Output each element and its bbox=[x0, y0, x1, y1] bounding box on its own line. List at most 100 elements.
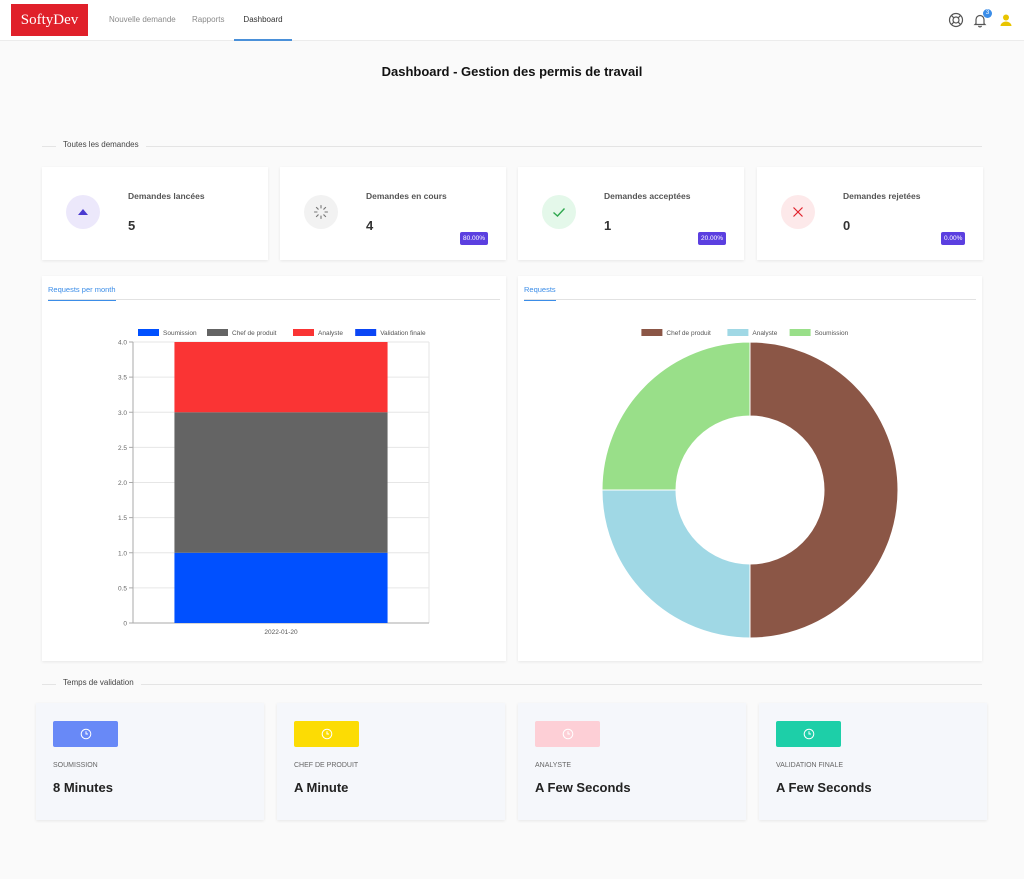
legend-item[interactable]: Analyste bbox=[293, 329, 343, 337]
y-tick-label: 1.5 bbox=[118, 515, 127, 522]
bar-chart: Soumission Chef de produit Analyste Validat… bbox=[118, 329, 430, 636]
tab-requests-per-month[interactable]: Requests per month bbox=[48, 285, 116, 301]
time-icon-box bbox=[535, 721, 600, 747]
legend-swatch bbox=[207, 329, 228, 336]
spinner-icon bbox=[313, 204, 329, 220]
legend-label: Chef de produit bbox=[232, 330, 277, 337]
clock-icon bbox=[803, 728, 815, 740]
legend-item[interactable]: Soumission bbox=[138, 329, 197, 337]
stat-title: Demandes en cours bbox=[366, 191, 447, 201]
nav-link-dashboard[interactable]: Dashboard bbox=[234, 0, 292, 41]
legend-label: Soumission bbox=[163, 330, 197, 337]
y-tick-label: 3.0 bbox=[118, 410, 127, 417]
logo[interactable]: SoftyDev bbox=[11, 4, 88, 36]
close-icon bbox=[793, 207, 803, 217]
time-card-soumission: Soumission 8 Minutes bbox=[36, 703, 264, 820]
stat-value: 0 bbox=[843, 218, 851, 233]
legend-item[interactable]: Chef de produit bbox=[641, 329, 711, 337]
nav-link-nouvelle-demande[interactable]: Nouvelle demande bbox=[109, 15, 176, 24]
legend-item[interactable]: Analyste bbox=[727, 329, 778, 337]
stat-icon-wrap bbox=[781, 195, 815, 229]
legend-label: Chef de produit bbox=[666, 330, 711, 337]
stat-value: 5 bbox=[128, 218, 136, 233]
page-title: Dashboard - Gestion des permis de travai… bbox=[381, 64, 643, 79]
section-header-demandes: Toutes les demandes bbox=[42, 140, 982, 152]
clock-icon bbox=[562, 728, 574, 740]
legend-swatch bbox=[641, 329, 663, 336]
help-lifebuoy-icon[interactable] bbox=[948, 12, 964, 28]
tab-requests[interactable]: Requests bbox=[524, 285, 556, 301]
legend-item[interactable]: Chef de produit bbox=[207, 329, 277, 337]
stat-icon-wrap bbox=[542, 195, 576, 229]
legend-item[interactable]: Validation finale bbox=[355, 329, 426, 337]
percentage-badge: 80.00% bbox=[460, 232, 489, 245]
stat-icon-wrap bbox=[304, 195, 338, 229]
nav-link-rapports[interactable]: Rapports bbox=[192, 15, 225, 24]
legend-label: Validation finale bbox=[380, 330, 426, 337]
time-value: A Minute bbox=[294, 780, 349, 795]
legend-label: Analyste bbox=[318, 330, 343, 337]
time-card-validation-finale: Validation finale A Few Seconds bbox=[759, 703, 987, 820]
triangle-up-icon bbox=[78, 209, 88, 215]
user-icon[interactable] bbox=[998, 12, 1014, 28]
y-tick-label: 2.5 bbox=[118, 445, 127, 452]
legend-label: Analyste bbox=[752, 330, 777, 337]
top-navbar: SoftyDev Nouvelle demande Rapports Dashb… bbox=[0, 0, 1024, 41]
stat-title: Demandes acceptées bbox=[604, 191, 691, 201]
percentage-badge: 0.00% bbox=[941, 232, 966, 245]
time-value: A Few Seconds bbox=[776, 780, 872, 795]
stat-card-acceptees: Demandes acceptées 1 20.00% bbox=[518, 167, 744, 260]
y-tick-label: 4.0 bbox=[118, 340, 127, 347]
y-tick-label: 0 bbox=[123, 621, 127, 628]
bar-chart-card: Requests per month Soumission Chef de pro… bbox=[42, 276, 506, 661]
time-label: Chef de produit bbox=[294, 762, 359, 769]
time-value: 8 Minutes bbox=[53, 780, 113, 795]
donut-slice[interactable] bbox=[601, 489, 751, 639]
time-label: Soumission bbox=[53, 762, 98, 769]
donut-chart: Chef de produit Analyste Soumission bbox=[601, 329, 899, 639]
donut-chart-card: Requests Chef de produit Analyste Soumissi… bbox=[518, 276, 982, 661]
clock-icon bbox=[321, 728, 333, 740]
time-icon-box bbox=[53, 721, 118, 747]
section-header-temps: Temps de validation bbox=[42, 678, 982, 690]
bell-icon[interactable] bbox=[972, 12, 988, 28]
legend-swatch bbox=[138, 329, 159, 336]
y-tick-label: 0.5 bbox=[118, 585, 127, 592]
legend-swatch bbox=[355, 329, 377, 336]
time-card-chef-de-produit: Chef de produit A Minute bbox=[277, 703, 505, 820]
legend-swatch bbox=[789, 329, 811, 336]
clock-icon bbox=[80, 728, 92, 740]
legend-swatch bbox=[293, 329, 314, 336]
time-icon-box bbox=[776, 721, 841, 747]
notification-badge: 3 bbox=[983, 9, 992, 18]
section-title: Toutes les demandes bbox=[56, 140, 146, 149]
stat-title: Demandes rejetées bbox=[843, 191, 921, 201]
y-tick-label: 3.5 bbox=[118, 375, 127, 382]
stat-value: 4 bbox=[366, 218, 374, 233]
time-value: A Few Seconds bbox=[535, 780, 631, 795]
percentage-badge: 20.00% bbox=[698, 232, 727, 245]
donut-slice[interactable] bbox=[601, 341, 751, 491]
bar-segment[interactable] bbox=[174, 342, 388, 413]
stat-title: Demandes lancées bbox=[128, 191, 205, 201]
stat-icon-wrap bbox=[66, 195, 100, 229]
stat-value: 1 bbox=[604, 218, 612, 233]
stat-card-lancees: Demandes lancées 5 bbox=[42, 167, 268, 260]
y-tick-label: 2.0 bbox=[118, 480, 127, 487]
legend-swatch bbox=[727, 329, 749, 336]
time-icon-box bbox=[294, 721, 359, 747]
x-tick-label: 2022-01-20 bbox=[264, 629, 298, 636]
bar-segment[interactable] bbox=[174, 552, 388, 623]
legend-label: Soumission bbox=[815, 330, 849, 337]
y-tick-label: 1.0 bbox=[118, 550, 127, 557]
stat-card-en-cours: Demandes en cours 4 80.00% bbox=[280, 167, 506, 260]
time-card-analyste: Analyste A Few Seconds bbox=[518, 703, 746, 820]
check-icon bbox=[553, 208, 566, 217]
time-label: Analyste bbox=[535, 762, 572, 769]
stat-card-rejetees: Demandes rejetées 0 0.00% bbox=[757, 167, 983, 260]
legend-item[interactable]: Soumission bbox=[789, 329, 849, 337]
section-title: Temps de validation bbox=[56, 678, 141, 687]
bar-segment[interactable] bbox=[174, 412, 388, 553]
donut-slice[interactable] bbox=[749, 341, 899, 639]
time-label: Validation finale bbox=[776, 762, 844, 769]
